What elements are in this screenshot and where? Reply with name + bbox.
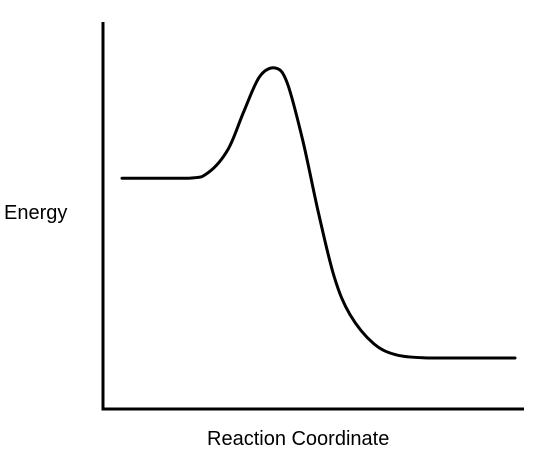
energy-curve xyxy=(120,66,517,360)
y-axis-title: Energy xyxy=(4,202,68,224)
x-axis-title: Reaction Coordinate xyxy=(207,428,390,450)
